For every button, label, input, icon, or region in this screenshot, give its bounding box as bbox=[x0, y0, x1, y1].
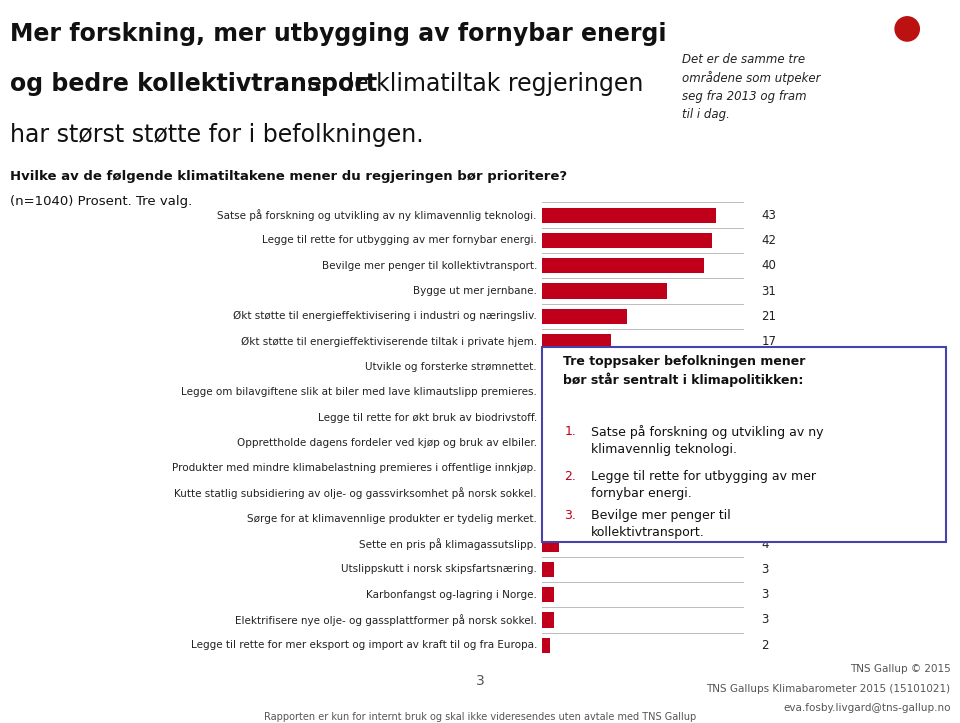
Text: 7: 7 bbox=[761, 487, 769, 500]
Text: Utslippskutt i norsk skipsfartsnæring.: Utslippskutt i norsk skipsfartsnæring. bbox=[341, 565, 537, 574]
Text: 17: 17 bbox=[761, 335, 777, 348]
Text: Hvilke av de følgende klimatiltakene mener du regjeringen bør prioritere?: Hvilke av de følgende klimatiltakene men… bbox=[10, 170, 566, 183]
Text: og bedre kollektivtransport: og bedre kollektivtransport bbox=[10, 72, 376, 96]
Bar bbox=[542, 612, 555, 628]
Text: 3: 3 bbox=[761, 614, 769, 626]
Text: 40: 40 bbox=[761, 260, 776, 272]
Text: (n=1040) Prosent. Tre valg.: (n=1040) Prosent. Tre valg. bbox=[10, 195, 192, 208]
Text: Bygge ut mer jernbane.: Bygge ut mer jernbane. bbox=[413, 286, 537, 296]
Text: 3: 3 bbox=[475, 674, 485, 688]
Text: Sørge for at klimavennlige produkter er tydelig merket.: Sørge for at klimavennlige produkter er … bbox=[247, 514, 537, 523]
Text: 3.: 3. bbox=[564, 509, 576, 522]
Text: eva.fosby.livgard@tns-gallup.no: eva.fosby.livgard@tns-gallup.no bbox=[783, 703, 950, 714]
Bar bbox=[542, 638, 550, 653]
Text: Tre toppsaker befolkningen mener
bør står sentralt i klimapolitikken:: Tre toppsaker befolkningen mener bør stå… bbox=[563, 355, 804, 387]
Text: TNS Gallups Klimabarometer 2015 (15101021): TNS Gallups Klimabarometer 2015 (1510102… bbox=[707, 684, 950, 694]
Text: Utvikle og forsterke strømnettet.: Utvikle og forsterke strømnettet. bbox=[366, 362, 537, 372]
Text: Satse på forskning og utvikling av ny
klimavennlig teknologi.: Satse på forskning og utvikling av ny kl… bbox=[590, 425, 824, 456]
Text: 15: 15 bbox=[761, 361, 776, 373]
Text: Satse på forskning og utvikling av ny klimavennlig teknologi.: Satse på forskning og utvikling av ny kl… bbox=[218, 209, 537, 221]
Text: Bevilge mer penger til kollektivtransport.: Bevilge mer penger til kollektivtranspor… bbox=[322, 261, 537, 270]
Text: 31: 31 bbox=[761, 285, 776, 297]
Bar bbox=[542, 233, 711, 248]
Text: 2.: 2. bbox=[564, 470, 576, 483]
Text: 2: 2 bbox=[761, 639, 769, 651]
Text: er de klimatiltak regjeringen: er de klimatiltak regjeringen bbox=[300, 72, 643, 96]
Text: Legge til rette for økt bruk av biodrivstoff.: Legge til rette for økt bruk av biodrivs… bbox=[318, 413, 537, 422]
Text: Legge til rette for utbygging av mer
fornybar energi.: Legge til rette for utbygging av mer for… bbox=[590, 470, 816, 500]
Text: Bevilge mer penger til
kollektivtransport.: Bevilge mer penger til kollektivtranspor… bbox=[590, 509, 731, 539]
Text: 4: 4 bbox=[761, 538, 769, 550]
Text: Kutte statlig subsidiering av olje- og gassvirksomhet på norsk sokkel.: Kutte statlig subsidiering av olje- og g… bbox=[175, 487, 537, 500]
FancyBboxPatch shape bbox=[542, 347, 946, 542]
Text: Legge til rette for utbygging av mer fornybar energi.: Legge til rette for utbygging av mer for… bbox=[262, 236, 537, 245]
Bar bbox=[542, 258, 704, 273]
Text: 9: 9 bbox=[761, 437, 769, 449]
Bar bbox=[542, 536, 559, 552]
Text: Karbonfangst og-lagring i Norge.: Karbonfangst og-lagring i Norge. bbox=[366, 590, 537, 599]
Text: Mer forskning, mer utbygging av fornybar energi: Mer forskning, mer utbygging av fornybar… bbox=[10, 22, 666, 46]
Text: Opprettholde dagens fordeler ved kjøp og bruk av elbiler.: Opprettholde dagens fordeler ved kjøp og… bbox=[237, 438, 537, 448]
Bar bbox=[542, 208, 716, 223]
Text: Det er de samme tre
områdene som utpeker
seg fra 2013 og fram
til i dag.: Det er de samme tre områdene som utpeker… bbox=[683, 53, 821, 121]
Bar bbox=[542, 283, 667, 299]
Bar bbox=[542, 385, 599, 400]
Bar bbox=[542, 334, 611, 349]
Bar bbox=[542, 511, 566, 526]
Bar bbox=[542, 435, 579, 450]
Text: har størst støtte for i befolkningen.: har størst støtte for i befolkningen. bbox=[10, 123, 423, 147]
Text: 43: 43 bbox=[761, 209, 776, 221]
Text: TNS: TNS bbox=[29, 688, 72, 706]
Text: 14: 14 bbox=[761, 386, 777, 398]
Text: Sette en pris på klimagassutslipp.: Sette en pris på klimagassutslipp. bbox=[359, 538, 537, 550]
Circle shape bbox=[895, 17, 920, 41]
Text: 3: 3 bbox=[761, 589, 769, 601]
Bar bbox=[542, 486, 570, 501]
Text: Elektrifisere nye olje- og gassplattformer på norsk sokkel.: Elektrifisere nye olje- og gassplattform… bbox=[235, 614, 537, 626]
Text: 8: 8 bbox=[761, 462, 769, 474]
Bar bbox=[542, 309, 627, 324]
Text: 6: 6 bbox=[761, 513, 769, 525]
Bar bbox=[542, 359, 603, 375]
Text: 1.: 1. bbox=[564, 425, 576, 438]
Bar bbox=[542, 461, 575, 476]
Text: 10: 10 bbox=[761, 411, 776, 424]
Bar bbox=[542, 562, 555, 577]
Text: 3: 3 bbox=[761, 563, 769, 576]
Bar bbox=[542, 410, 583, 425]
Text: TNS Gallup © 2015: TNS Gallup © 2015 bbox=[850, 664, 950, 675]
Text: Rapporten er kun for internt bruk og skal ikke videresendes uten avtale med TNS : Rapporten er kun for internt bruk og ska… bbox=[264, 711, 696, 722]
Text: Legge til rette for mer eksport og import av kraft til og fra Europa.: Legge til rette for mer eksport og impor… bbox=[191, 641, 537, 650]
Bar bbox=[542, 587, 555, 602]
Text: 21: 21 bbox=[761, 310, 777, 322]
Text: Legge om bilavgiftene slik at biler med lave klimautslipp premieres.: Legge om bilavgiftene slik at biler med … bbox=[181, 388, 537, 397]
Text: 42: 42 bbox=[761, 234, 777, 247]
Text: Økt støtte til energieffektiviserende tiltak i private hjem.: Økt støtte til energieffektiviserende ti… bbox=[241, 336, 537, 347]
Text: Produkter med mindre klimabelastning premieres i offentlige innkjøp.: Produkter med mindre klimabelastning pre… bbox=[173, 463, 537, 473]
Text: Økt støtte til energieffektivisering i industri og næringsliv.: Økt støtte til energieffektivisering i i… bbox=[233, 311, 537, 322]
